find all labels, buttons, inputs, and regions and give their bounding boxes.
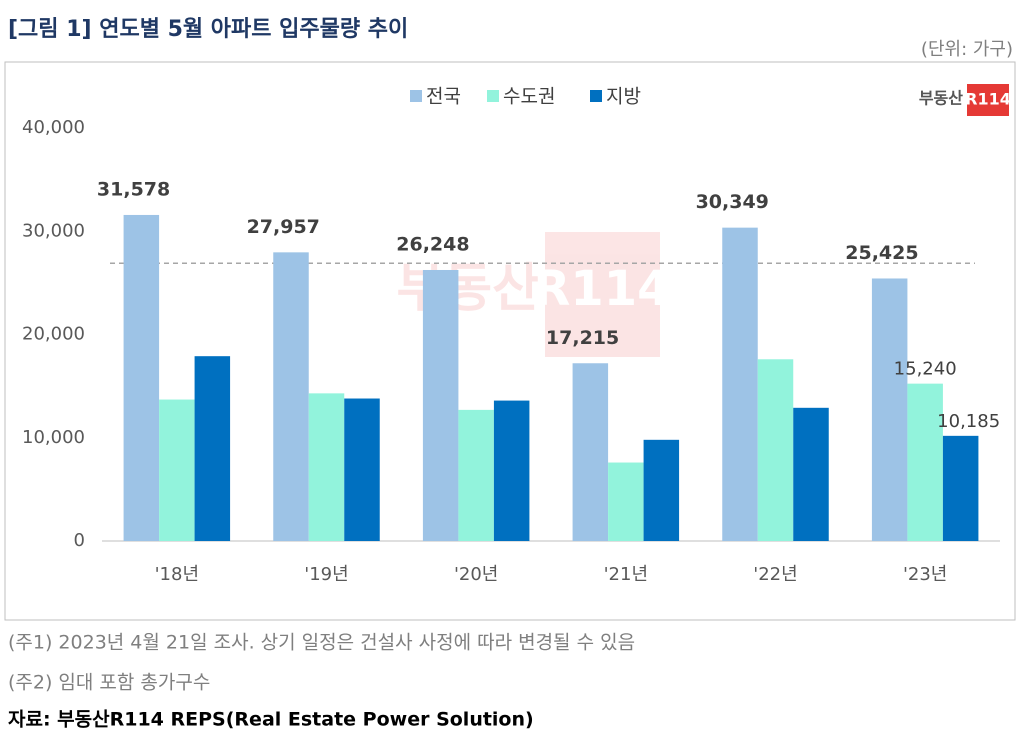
bar <box>159 399 195 541</box>
data-label: 17,215 <box>546 327 619 349</box>
data-label: 15,240 <box>894 359 957 380</box>
data-label: 25,425 <box>845 242 918 264</box>
y-tick-label: 0 <box>74 530 85 551</box>
bar <box>722 227 758 541</box>
y-tick-label: 40,000 <box>22 117 85 138</box>
bar <box>273 252 309 541</box>
bar <box>871 278 908 541</box>
legend-label: 전국 <box>426 86 461 108</box>
watermark: 부동산 R114 <box>396 232 671 357</box>
bar <box>793 407 829 541</box>
x-tick-label: '18년 <box>155 564 199 585</box>
legend-swatch <box>410 90 422 102</box>
y-tick-label: 10,000 <box>22 427 85 448</box>
chart-frame <box>4 61 1016 621</box>
data-label: 27,957 <box>247 216 320 238</box>
y-tick-label: 20,000 <box>22 324 85 345</box>
data-label: 30,349 <box>696 191 769 213</box>
logo-text: 부동산 <box>919 89 963 108</box>
bar <box>308 393 345 541</box>
legend-swatch <box>487 90 499 102</box>
bar <box>907 383 943 541</box>
bar <box>422 269 459 541</box>
bar <box>643 439 680 541</box>
data-label: 26,248 <box>396 233 469 255</box>
bar <box>458 409 494 541</box>
bar <box>344 398 380 541</box>
logo-mark: R114 <box>965 90 1011 109</box>
note: (주1) 2023년 4월 21일 조사. 상기 일정은 건설사 사정에 따라 … <box>8 632 635 654</box>
unit-label: (단위: 가구) <box>921 39 1013 60</box>
bar <box>123 214 160 541</box>
bar <box>572 363 609 541</box>
bar <box>757 359 794 541</box>
source: 자료: 부동산R114 REPS(Real Estate Power Solut… <box>8 709 534 731</box>
data-label: 31,578 <box>97 178 170 200</box>
note: (주2) 임대 포함 총가구수 <box>8 672 210 694</box>
chart-title: [그림 1] 연도별 5월 아파트 입주물량 추이 <box>8 17 408 42</box>
legend-swatch <box>590 90 602 102</box>
x-tick-label: '20년 <box>454 564 498 585</box>
data-label: 10,185 <box>937 411 1000 432</box>
watermark-box <box>545 232 660 357</box>
x-tick-label: '23년 <box>903 564 947 585</box>
x-tick-label: '19년 <box>304 564 348 585</box>
watermark-mark: R114 <box>533 261 670 317</box>
y-tick-label: 30,000 <box>22 220 85 241</box>
x-tick-label: '21년 <box>604 564 648 585</box>
bar <box>493 400 530 541</box>
legend-label: 수도권 <box>503 86 555 108</box>
bar <box>608 462 644 541</box>
bar <box>194 356 231 541</box>
legend-label: 지방 <box>606 86 641 108</box>
x-tick-label: '22년 <box>753 564 797 585</box>
bar <box>942 435 979 541</box>
watermark-text: 부동산 <box>396 259 540 319</box>
logo-box <box>967 84 1009 116</box>
